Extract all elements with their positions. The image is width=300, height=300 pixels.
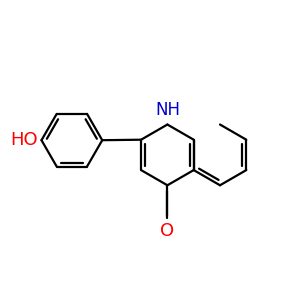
- Text: O: O: [160, 221, 175, 239]
- Text: HO: HO: [10, 131, 38, 149]
- Text: NH: NH: [155, 100, 180, 118]
